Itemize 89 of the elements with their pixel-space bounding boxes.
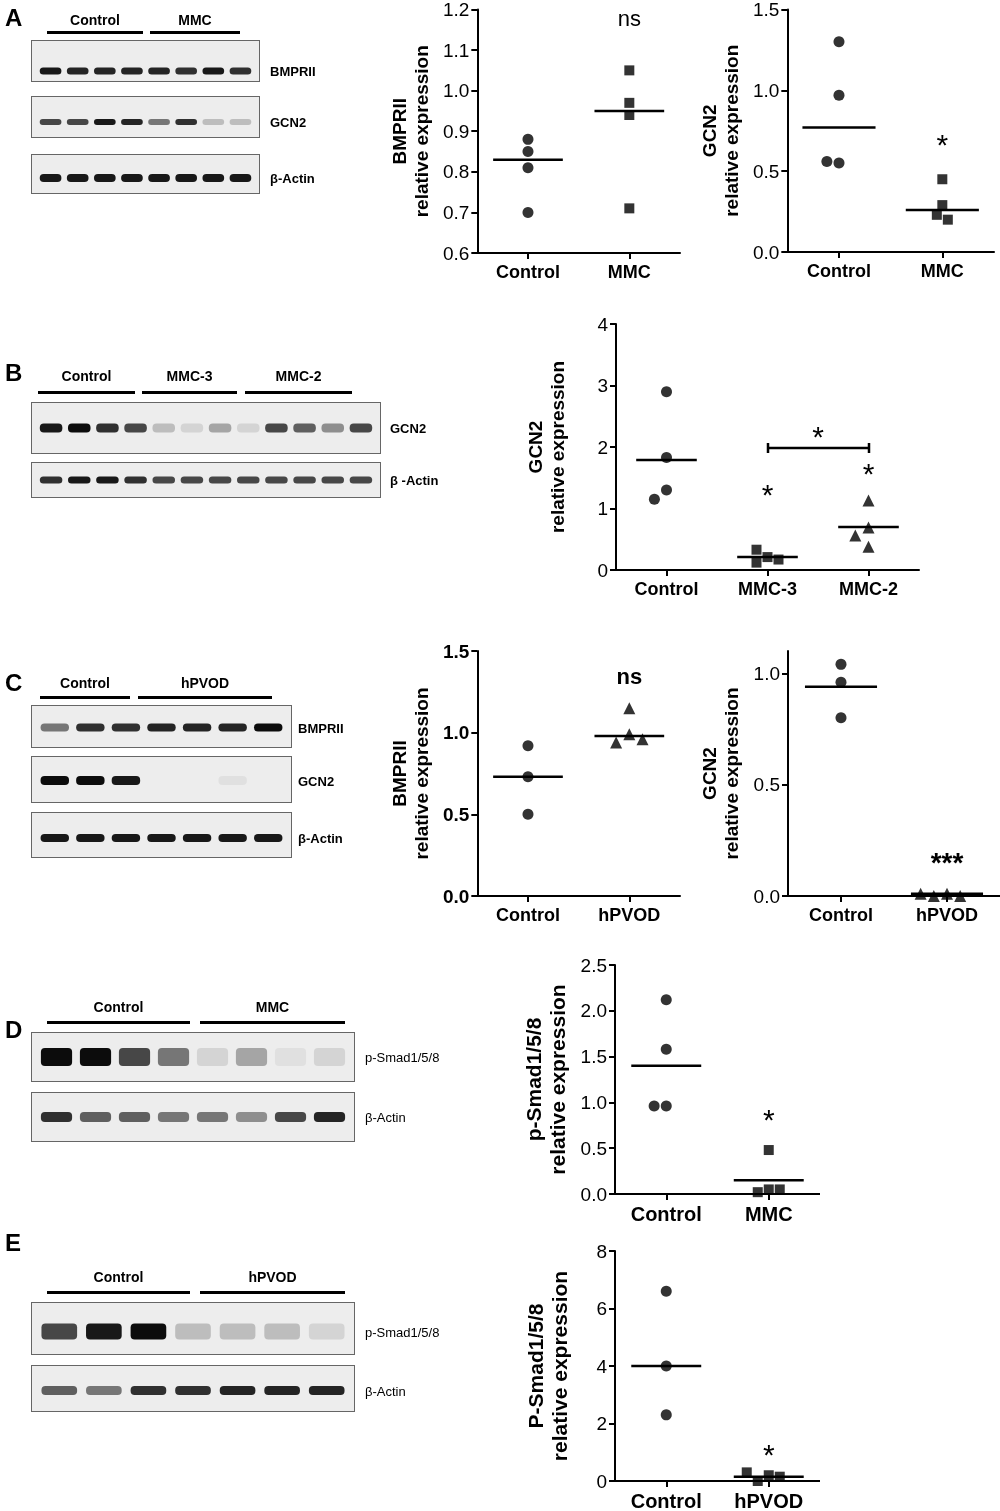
y-axis-title: GCN2 relative expression: [699, 687, 743, 860]
text: A: [5, 4, 23, 31]
text: Control: [61, 368, 112, 384]
y-axis-title: BMPRII relative expression: [388, 45, 432, 218]
annotation: ns: [616, 663, 643, 689]
y-tick-label: 6: [596, 1298, 607, 1319]
annotation: *: [862, 456, 875, 490]
x-tick-label: MMC-3: [738, 579, 797, 599]
text: p-Smad1/5/8: [365, 1324, 440, 1339]
annotation: *: [762, 1102, 775, 1136]
y-tick-label: 0: [596, 1470, 607, 1492]
text: MMC-3: [166, 368, 213, 384]
annotation: *: [761, 477, 774, 511]
y-tick-label: 0.0: [442, 885, 470, 907]
y-tick-label: 0.9: [442, 120, 470, 142]
y-tick-label: 0.5: [752, 160, 780, 182]
text: BMPRII: [270, 63, 316, 79]
y-tick-label: 0: [597, 559, 608, 581]
text: Control: [60, 675, 110, 691]
x-tick-label: Control: [806, 261, 871, 281]
y-tick-label: 0.0: [580, 1183, 607, 1205]
y-axis-title: GCN2 relative expression: [698, 44, 742, 217]
y-tick-label: 8: [596, 1240, 607, 1262]
y-axis-title: BMPRII relative expression: [388, 687, 432, 860]
annotation: *: [762, 1437, 775, 1471]
text: C: [5, 669, 23, 696]
text: hPVOD: [248, 1269, 297, 1285]
text: β-Actin: [365, 1109, 406, 1125]
y-tick-label: 2: [596, 1413, 607, 1434]
y-tick-label: 0.6: [442, 242, 470, 264]
x-tick-label: MMC: [920, 261, 964, 281]
y-tick-label: 1.0: [442, 80, 470, 102]
x-tick-label: Control: [495, 905, 560, 925]
text: E: [5, 1229, 22, 1256]
x-tick-label: hPVOD: [915, 905, 979, 925]
text: MMC-2: [275, 368, 322, 384]
x-tick-label: MMC-2: [839, 579, 898, 599]
annotation: ns: [617, 5, 641, 31]
y-axis-title: p-Smad1/5/8 relative expression: [522, 984, 570, 1175]
text: GCN2: [390, 420, 427, 436]
text: hPVOD: [180, 675, 230, 691]
y-tick-label: 1.5: [442, 640, 470, 662]
y-tick-label: 0.0: [752, 241, 780, 263]
y-tick-label: 4: [596, 1355, 608, 1377]
text: MMC: [178, 12, 212, 28]
text: MMC: [255, 999, 290, 1015]
text: GCN2: [270, 114, 307, 130]
y-tick-label: 0.5: [753, 774, 780, 796]
y-tick-label: 1.0: [753, 662, 780, 684]
y-tick-label: 1.0: [442, 722, 470, 744]
y-tick-label: 3: [597, 375, 608, 396]
y-tick-label: 4: [597, 313, 609, 335]
y-tick-label: 2.0: [580, 1000, 607, 1022]
y-tick-label: 1: [597, 498, 608, 519]
y-tick-label: 1.0: [580, 1091, 607, 1113]
text: β-Actin: [365, 1383, 406, 1398]
y-tick-label: 0.0: [753, 885, 780, 907]
y-tick-label: 1.2: [442, 0, 470, 20]
x-tick-label: MMC: [607, 262, 651, 282]
text: β-Actin: [298, 830, 343, 846]
x-tick-label: Control: [634, 579, 699, 599]
text: p-Smad1/5/8: [365, 1049, 440, 1065]
y-tick-label: 0.5: [442, 803, 470, 825]
annotation: *: [936, 127, 949, 161]
y-tick-label: 1.1: [442, 39, 470, 61]
y-tick-label: 0.7: [442, 201, 470, 223]
y-axis-title: GCN2 relative expression: [524, 360, 568, 534]
y-tick-label: 2: [597, 436, 608, 458]
text: Control: [70, 12, 120, 28]
y-tick-label: 1.5: [580, 1046, 607, 1068]
text: β-Actin: [270, 170, 315, 186]
text: GCN2: [298, 773, 335, 788]
text: BMPRII: [298, 720, 344, 735]
text: Control: [93, 1269, 144, 1285]
x-tick-label: hPVOD: [598, 905, 661, 925]
y-tick-label: 1.0: [752, 79, 780, 101]
y-axis-title: P-Smad1/5/8 relative expression: [523, 1270, 571, 1462]
y-tick-label: 2.5: [580, 954, 607, 976]
x-tick-label: Control: [495, 262, 560, 282]
text: D: [5, 1016, 23, 1043]
y-tick-label: 0.8: [442, 161, 470, 183]
annotation: ***: [930, 846, 964, 878]
annotation: *: [812, 419, 825, 453]
x-tick-label: Control: [809, 905, 873, 925]
text: B: [5, 359, 23, 386]
y-tick-label: 0.5: [580, 1137, 607, 1159]
text: β -Actin: [390, 472, 439, 488]
y-tick-label: 1.5: [752, 0, 780, 20]
text: Control: [93, 999, 144, 1015]
